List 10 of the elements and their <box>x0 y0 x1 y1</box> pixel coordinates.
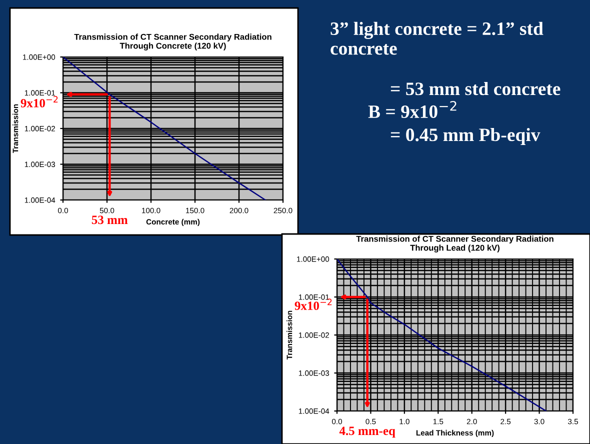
chart-title: Transmission of CT Scanner Secondary Radiation Through Lead (120 kV) <box>356 236 554 252</box>
text: 3” light concrete = 2.1” std concrete <box>330 22 544 55</box>
text: 4.5 mm-eq <box>339 426 396 438</box>
text: = 53 mm std concrete <box>390 82 560 96</box>
annotation: 9x10$^{−2}$ <box>294 298 332 310</box>
text: 53 mm <box>92 216 128 224</box>
chart-title: Transmission of CT Scanner Secondary Radiation Through Concrete (120 kV) <box>74 34 272 50</box>
text: B = 9x10$^{−2}$ <box>368 100 456 118</box>
annotation: 9x10$^{−2}$ <box>20 96 58 108</box>
text: = 0.45 mm Pb-eqiv <box>390 128 540 145</box>
